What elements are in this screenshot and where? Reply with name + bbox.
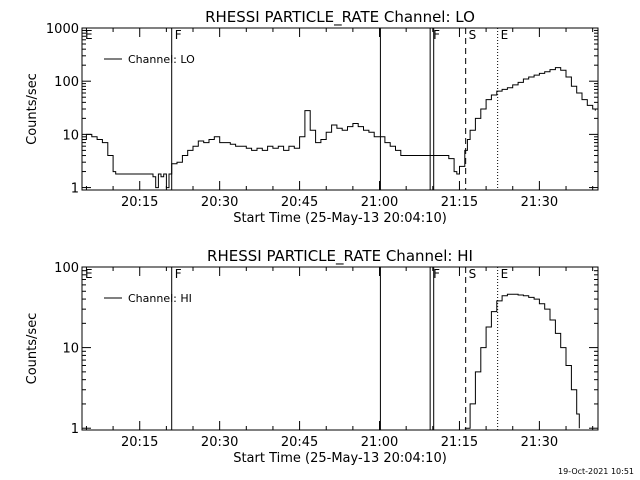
- y-tick-label: 1000: [46, 22, 79, 37]
- y-tick-label: 100: [54, 75, 79, 90]
- legend-entry: Channel: HI: [128, 292, 192, 305]
- x-tick-label: 21:00: [361, 195, 398, 210]
- event-marker-label: E: [501, 267, 509, 281]
- event-marker-label: E: [85, 267, 93, 281]
- x-tick-label: 21:30: [521, 195, 558, 210]
- event-marker-label: E: [501, 28, 509, 42]
- event-marker-label: F: [433, 28, 440, 42]
- event-marker-label: E: [85, 28, 93, 42]
- event-marker-label: S: [469, 267, 477, 281]
- y-tick-label: 100: [54, 261, 79, 276]
- y-axis-label: Counts/sec: [25, 313, 40, 385]
- y-tick-label: 10: [62, 128, 79, 143]
- y-axis-label: Counts/sec: [25, 73, 40, 145]
- x-tick-label: 21:30: [521, 435, 558, 450]
- y-tick-label: 1: [71, 182, 79, 197]
- chart-title: RHESSI PARTICLE_RATE Channel: LO: [205, 8, 475, 27]
- series-line: [82, 67, 596, 189]
- x-tick-label: 20:15: [121, 435, 158, 450]
- x-axis-label: Start Time (25-May-13 20:04:10): [233, 451, 447, 466]
- x-axis-label: Start Time (25-May-13 20:04:10): [233, 211, 447, 226]
- series-line: [464, 293, 580, 429]
- event-marker-label: S: [469, 28, 477, 42]
- event-marker-label: F: [175, 267, 182, 281]
- panel-lo: RHESSI PARTICLE_RATE Channel: LO 20:15 20:…: [25, 8, 599, 226]
- x-tick-label: 20:15: [121, 195, 158, 210]
- chart-title: RHESSI PARTICLE_RATE Channel: HI: [207, 247, 473, 266]
- x-tick-label: 20:30: [201, 435, 238, 450]
- event-marker-label: F: [433, 267, 440, 281]
- x-tick-label: 21:15: [441, 435, 478, 450]
- panel-hi: RHESSI PARTICLE_RATE Channel: HI 20:15 20:…: [25, 247, 599, 466]
- x-tick-label: 20:45: [281, 195, 318, 210]
- y-tick-label: 1: [71, 422, 79, 437]
- x-tick-label: 21:15: [441, 195, 478, 210]
- y-tick-label: 10: [62, 342, 79, 357]
- x-tick-label: 20:45: [281, 435, 318, 450]
- event-marker-label: F: [175, 28, 182, 42]
- x-tick-label: 20:30: [201, 195, 238, 210]
- footer-timestamp: 19-Oct-2021 10:51: [558, 467, 634, 476]
- x-tick-label: 21:00: [361, 435, 398, 450]
- legend-entry: Channel: LO: [128, 53, 195, 66]
